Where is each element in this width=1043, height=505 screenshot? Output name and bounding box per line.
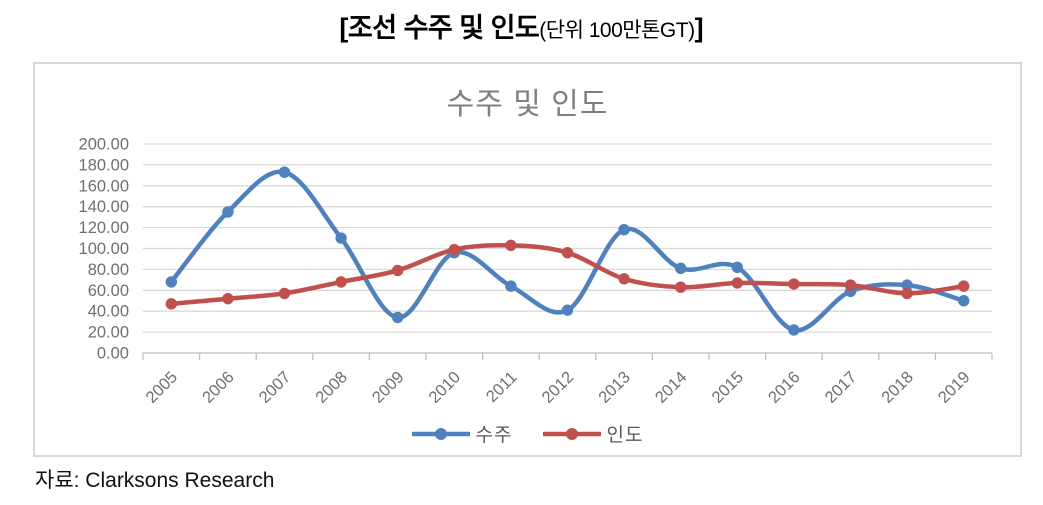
x-tick-label: 2019 xyxy=(935,368,974,407)
y-tick-label: 0.00 xyxy=(97,345,129,363)
series-marker-인도 xyxy=(958,280,970,292)
legend-marker-icon xyxy=(542,427,601,440)
x-tick-label: 2009 xyxy=(369,368,408,407)
x-tick-label: 2012 xyxy=(539,368,578,407)
series-marker-수주 xyxy=(788,324,800,336)
x-tick-label: 2017 xyxy=(822,368,861,407)
series-marker-수주 xyxy=(505,280,517,292)
y-tick-label: 20.00 xyxy=(88,324,129,342)
series-marker-인도 xyxy=(448,243,460,256)
source-note: 자료: Clarksons Research xyxy=(35,469,275,492)
y-tick-label: 60.00 xyxy=(88,282,129,300)
figure-title-close: ] xyxy=(694,13,704,43)
series-marker-수주 xyxy=(618,223,630,236)
x-tick-label: 2005 xyxy=(142,368,181,407)
series-marker-인도 xyxy=(901,287,913,300)
chart-title: 수주 및 인도 xyxy=(446,88,609,121)
y-tick-label: 140.00 xyxy=(79,198,129,216)
x-tick-label: 2007 xyxy=(256,368,295,407)
series-marker-수주 xyxy=(165,276,177,288)
y-tick-label: 160.00 xyxy=(79,177,129,195)
series-marker-인도 xyxy=(675,281,687,293)
series-marker-인도 xyxy=(392,264,404,277)
y-tick-label: 80.00 xyxy=(88,261,129,279)
x-tick-label: 2011 xyxy=(483,368,521,406)
x-tick-label: 2015 xyxy=(708,368,747,407)
series-marker-수주 xyxy=(901,279,913,291)
series-marker-인도 xyxy=(731,277,743,289)
series-marker-인도 xyxy=(278,287,291,300)
legend-marker-icon xyxy=(411,427,470,440)
series-marker-수주 xyxy=(958,295,970,307)
series-marker-인도 xyxy=(505,239,517,252)
y-tick-label: 120.00 xyxy=(79,219,129,237)
legend-label: 인도 xyxy=(606,425,644,446)
chart-legend: 수주 인도 xyxy=(35,420,1020,447)
x-tick-label: 2016 xyxy=(765,368,804,407)
series-marker-인도 xyxy=(222,292,234,305)
figure-title-unit: (단위 100만톤GT) xyxy=(539,19,695,42)
series-marker-수주 xyxy=(731,261,743,274)
series-marker-인도 xyxy=(335,276,347,288)
chart-box: 수주 및 인도 0.00 20.00 40.00 60.00 80.00 100.00 12… xyxy=(33,62,1022,457)
series-marker-인도 xyxy=(788,278,800,290)
x-tick-label: 2008 xyxy=(312,368,351,407)
x-tick-label: 2018 xyxy=(878,368,917,407)
series-marker-수주 xyxy=(675,262,687,275)
legend-label: 수주 xyxy=(475,425,513,446)
series-marker-수주 xyxy=(278,166,291,178)
series-marker-인도 xyxy=(844,279,857,291)
series-marker-수주 xyxy=(222,206,234,218)
legend-item-수주: 수주 xyxy=(411,420,513,447)
legend-item-인도: 인도 xyxy=(542,420,644,447)
line-chart-plot-area: 0.00 20.00 40.00 60.00 80.00 100.00 120.00 140.… xyxy=(79,136,993,407)
series-line-수주 xyxy=(169,169,966,333)
series-marker-수주 xyxy=(335,232,347,244)
x-tick-label: 2013 xyxy=(595,368,634,407)
x-tick-label: 2006 xyxy=(199,368,238,407)
x-tick-label: 2010 xyxy=(425,368,464,407)
y-tick-label: 40.00 xyxy=(88,303,129,321)
series-marker-인도 xyxy=(165,298,177,310)
x-tick-label: 2014 xyxy=(652,368,691,407)
series-marker-인도 xyxy=(561,246,574,259)
series-marker-수주 xyxy=(392,311,404,324)
series-marker-인도 xyxy=(618,273,630,285)
y-tick-label: 180.00 xyxy=(79,156,129,174)
y-tick-label: 100.00 xyxy=(79,240,129,258)
series-marker-수주 xyxy=(561,304,574,316)
figure-title-main: [조선 수주 및 인도 xyxy=(339,13,540,43)
y-tick-label: 200.00 xyxy=(79,136,129,154)
figure-title: [조선 수주 및 인도(단위 100만톤GT)] xyxy=(0,6,1043,45)
